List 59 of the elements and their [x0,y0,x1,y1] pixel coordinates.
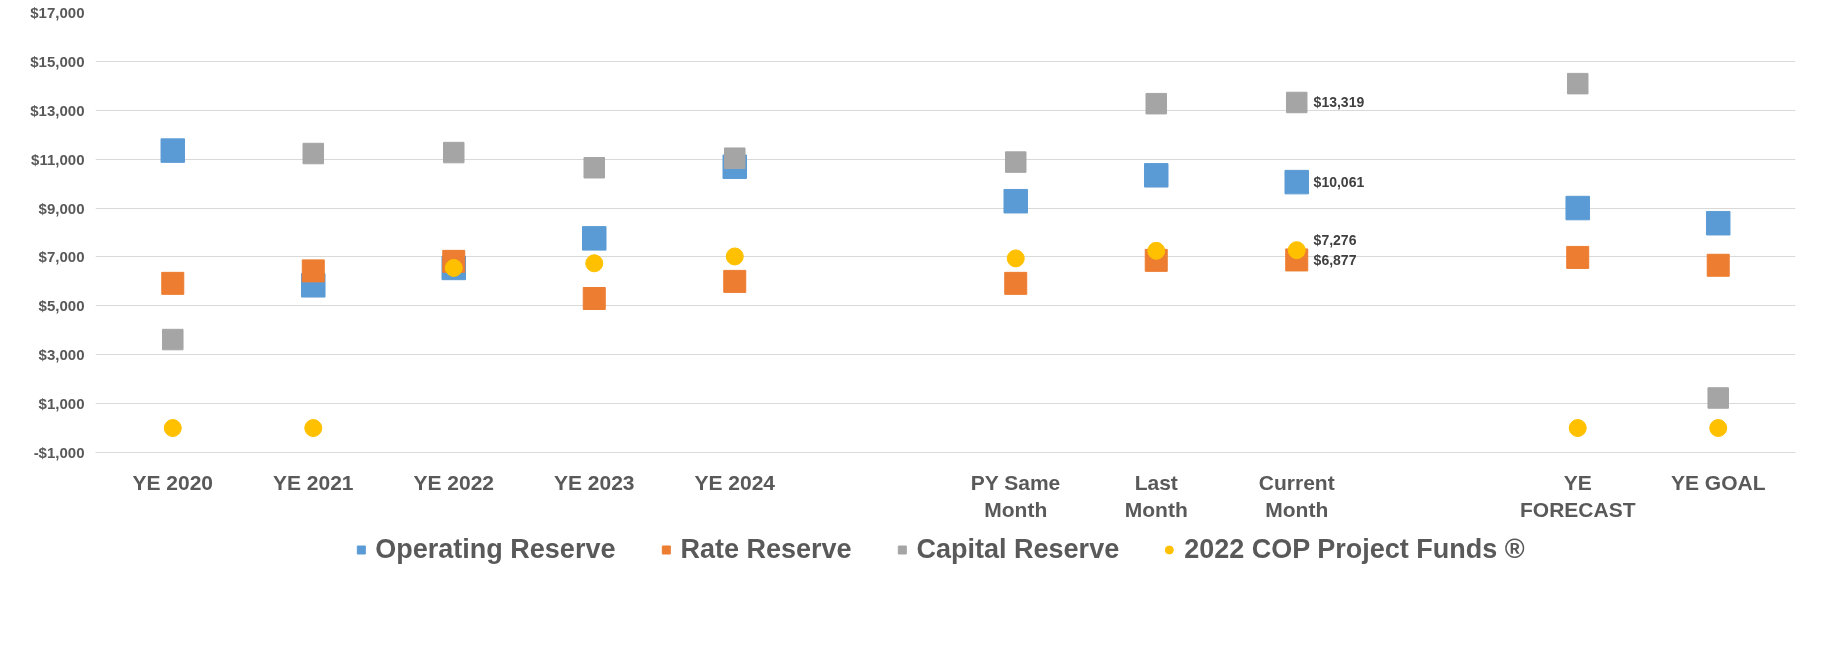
y-tick-label: $17,000 [30,4,85,21]
legend-label: Rate Reserve [680,533,852,565]
point [163,419,182,438]
y-tick-label: $9,000 [38,199,85,217]
x-tick-label: YE 2021 [272,470,354,494]
point [302,142,325,165]
y-tick-label: -$1,000 [33,444,85,461]
point [1285,91,1308,114]
x-tick-label: PY Same Month [970,470,1061,522]
legend-label: Operating Reserve [375,533,616,565]
y-tick-label: $1,000 [38,395,85,413]
x-tick-label: YE 2024 [694,470,776,494]
data-label: $10,061 [1313,174,1365,191]
point [582,287,606,310]
point [1143,163,1169,188]
point [1705,210,1731,236]
x-tick-label: Last Month [1124,470,1188,522]
point [160,138,186,163]
point [1706,253,1730,277]
x-tick-label: Current Month [1258,470,1335,522]
point [1709,419,1728,438]
point [1004,271,1028,295]
y-tick-label: $7,000 [38,248,85,266]
x-tick-label: YE GOAL [1670,470,1766,494]
point [1566,245,1590,269]
y-tick-label: $11,000 [31,150,85,168]
point [304,419,323,438]
y-tick-label: $15,000 [30,52,85,70]
point [301,259,325,283]
data-label: $7,276 [1313,231,1357,248]
point [1568,419,1587,438]
data-label: $6,877 [1313,251,1357,268]
point [1707,387,1729,409]
y-tick-label: $3,000 [38,346,85,364]
point [583,156,606,179]
point [162,328,184,351]
point [161,271,185,295]
point [723,269,747,293]
legend-label: 2022 COP Project Funds ® [1184,533,1525,565]
y-tick-label: $5,000 [38,297,85,315]
x-tick-label: YE 2022 [413,470,495,494]
point [582,226,607,251]
point [585,254,604,273]
point [443,141,465,164]
point [725,247,744,266]
point [1566,72,1589,95]
point [724,147,746,169]
y-tick-label: $13,000 [30,101,85,119]
point [1145,92,1167,115]
point [1003,188,1028,214]
data-label: $13,319 [1313,94,1365,111]
legend-label: Capital Reserve [916,533,1120,565]
x-tick-label: YE FORECAST [1519,470,1636,522]
point [1565,195,1590,221]
point [1005,151,1027,173]
x-tick-label: YE 2020 [132,470,214,494]
x-tick-label: YE 2023 [553,470,635,494]
point [1006,249,1025,268]
point [1284,169,1309,195]
